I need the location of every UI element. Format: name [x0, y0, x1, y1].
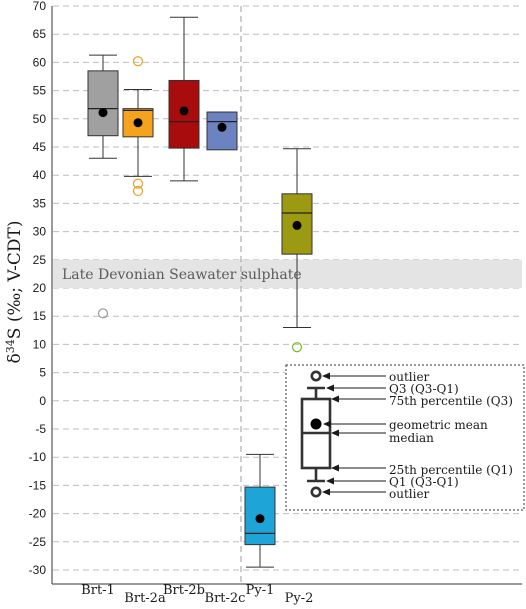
mean-point: [179, 106, 189, 116]
y-tick-label: 55: [33, 84, 47, 98]
legend-label-whisker-bottom: Q1 (Q3-Q1): [389, 475, 459, 489]
y-tick-label: 50: [33, 112, 47, 126]
y-tick-label: 10: [33, 337, 47, 351]
outlier-point: [132, 178, 144, 189]
mean-point: [217, 122, 227, 132]
legend-mean-point: [310, 418, 322, 430]
box-py-1: [244, 453, 276, 568]
outlier-point: [291, 342, 303, 353]
box-brt-2a: [122, 56, 154, 197]
x-category-label: Brt-2c: [205, 591, 246, 606]
y-tick-label: -5: [35, 422, 46, 436]
legend-label-mean: geometric mean: [389, 418, 488, 432]
box-py-2: [281, 148, 313, 353]
mean-point: [133, 118, 143, 128]
seawater-sulphate-band-group: Late Devonian Seawater sulphate: [53, 259, 522, 288]
box-brt-1: [87, 54, 119, 319]
y-axis-label-rest: S (‰; V-CDT): [5, 221, 25, 340]
y-tick-label: 65: [33, 27, 47, 41]
y-tick-label: 15: [33, 309, 47, 323]
outlier-point: [97, 308, 109, 319]
y-tick-label: 45: [33, 140, 47, 154]
outlier-point: [132, 185, 144, 197]
y-tick-label: 35: [33, 196, 47, 210]
x-category-label: Brt-2a: [124, 591, 166, 606]
box-iqr: [87, 70, 119, 137]
legend-label-q1: 25th percentile (Q1): [389, 463, 513, 477]
legend-label-whisker-top: Q3 (Q3-Q1): [389, 382, 459, 396]
x-category-label: Brt-2b: [163, 583, 205, 598]
x-category-label: Py-2: [285, 591, 314, 606]
box-brt-2b: [168, 16, 200, 182]
y-tick-label: -20: [29, 507, 47, 521]
y-tick-label: -30: [29, 563, 47, 577]
mean-point: [98, 108, 108, 118]
y-tick-label: -15: [29, 478, 47, 492]
y-tick-label: 40: [33, 168, 47, 182]
seawater-sulphate-band: [53, 259, 522, 288]
box-brt-2c: [206, 111, 238, 151]
legend-outlier-bottom: [310, 486, 322, 498]
y-axis-label-delta: δ: [5, 353, 25, 363]
seawater-sulphate-band-label: Late Devonian Seawater sulphate: [62, 267, 302, 283]
legend-label-outlier-top: outlier: [389, 370, 430, 384]
mean-point: [255, 514, 265, 524]
x-category-label: Brt-1: [81, 583, 115, 598]
mean-point: [292, 220, 302, 230]
outlier-point: [132, 56, 144, 67]
y-tick-label: -10: [29, 450, 47, 464]
legend-outlier-top: [310, 370, 322, 382]
y-tick-label: -25: [29, 535, 47, 549]
labels: δ34S (‰; V-CDT) -30 -25 -20 -15 -10 -5 0 5 10 15 2…: [4, 0, 314, 606]
y-tick-label: 5: [39, 366, 46, 380]
legend-label-median: median: [389, 431, 434, 445]
y-tick-label: 25: [33, 253, 47, 267]
y-tick-label: 0: [39, 394, 46, 408]
boxes: [87, 16, 313, 568]
legend-label-q3: 75th percentile (Q3): [389, 394, 513, 408]
y-axis-label-superscript: 34: [4, 339, 17, 353]
axes: [51, 6, 522, 585]
y-axis-label: δ34S (‰; V-CDT): [4, 221, 26, 364]
y-tick-label: 20: [33, 281, 47, 295]
legend-label-outlier-bottom: outlier: [389, 487, 430, 501]
y-tick-label: 60: [33, 55, 47, 69]
x-category-label: Py-1: [246, 583, 275, 598]
y-tick-label: 30: [33, 225, 47, 239]
y-tick-label: 70: [33, 0, 47, 13]
